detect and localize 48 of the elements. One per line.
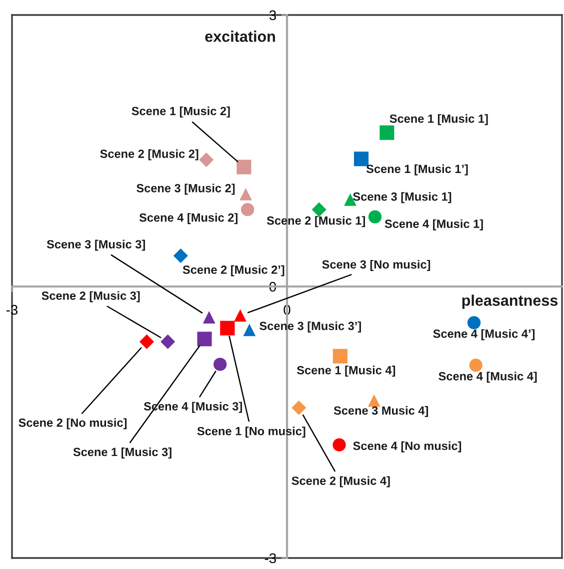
point [240, 202, 254, 216]
series-label: Scene 1 [Music 1] [390, 114, 488, 126]
series-label: Scene 3 Music 4] [334, 406, 428, 418]
series-label: Scene 4 [Music 1] [384, 219, 483, 230]
series-label: Scene 2 [Music 2’] [182, 265, 284, 276]
series-label: Scene 2 [Music 2] [100, 149, 198, 160]
series-label: Scene 3 [Music 1] [353, 192, 452, 204]
point [220, 320, 235, 336]
series-label: Scene 2 [Music 1] [266, 216, 365, 228]
point [173, 248, 188, 264]
point [368, 210, 382, 224]
series-label: Scene 4 [Music 4] [438, 372, 537, 383]
text: Scene 1 [Music 3] [73, 447, 172, 458]
point [368, 394, 380, 407]
point [236, 160, 252, 174]
point [139, 334, 154, 349]
series-label: Scene 4 [Music 4’] [433, 329, 535, 340]
text: Scene 2 [No music] [18, 418, 127, 430]
series-label: Scene 4 [Music 2] [139, 213, 238, 224]
point [199, 152, 214, 168]
series-label: Scene 3 [Music 3’] [260, 321, 361, 332]
point [469, 358, 482, 372]
point [467, 316, 481, 330]
point [202, 311, 216, 324]
text: Scene 2 [Music 4] [292, 476, 390, 488]
y-axis-title: excitation [205, 30, 275, 42]
point [197, 332, 212, 346]
text: Scene 2 [Music 3] [42, 291, 140, 302]
point [213, 358, 227, 371]
point [160, 334, 176, 349]
series-label: Scene 4 [No music] [353, 441, 462, 452]
text: Scene 1 [Music 2] [132, 106, 230, 118]
point [332, 438, 346, 452]
point [240, 188, 252, 200]
series-label: Scene 3 [Music 2] [136, 184, 235, 195]
text: Scene 3 [No music] [322, 260, 430, 271]
point [243, 324, 256, 336]
series-label: Scene 1 [Music 4] [296, 366, 396, 377]
series-label: Scene 1 [Music 1’] [366, 164, 468, 176]
point [354, 152, 369, 166]
point [380, 125, 394, 140]
x-axis-title: pleasantness [462, 294, 558, 309]
point [292, 400, 306, 416]
point [312, 202, 326, 217]
point [234, 309, 246, 322]
point [332, 348, 348, 364]
text: Scene 1 [No music] [197, 426, 306, 438]
text: Scene 3 [Music 3] [46, 240, 145, 251]
